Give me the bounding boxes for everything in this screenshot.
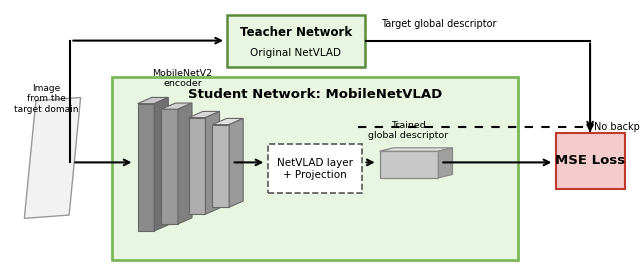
Text: Target global descriptor: Target global descriptor xyxy=(381,19,497,29)
Text: NetVLAD layer
+ Projection: NetVLAD layer + Projection xyxy=(277,158,353,179)
Polygon shape xyxy=(212,118,243,125)
Polygon shape xyxy=(138,104,154,231)
Polygon shape xyxy=(205,111,220,214)
Polygon shape xyxy=(161,109,178,224)
Polygon shape xyxy=(380,151,438,178)
Polygon shape xyxy=(229,118,243,207)
Polygon shape xyxy=(380,148,452,151)
Text: Original NetVLAD: Original NetVLAD xyxy=(250,48,342,58)
Polygon shape xyxy=(212,125,229,207)
Text: MSE Loss: MSE Loss xyxy=(555,155,625,167)
Polygon shape xyxy=(138,97,168,104)
Polygon shape xyxy=(161,103,192,109)
Polygon shape xyxy=(189,118,205,214)
Text: No backprop: No backprop xyxy=(594,122,640,132)
Polygon shape xyxy=(154,97,168,231)
Polygon shape xyxy=(189,111,220,118)
Polygon shape xyxy=(438,148,452,178)
FancyBboxPatch shape xyxy=(556,133,625,189)
Text: Student Network: MobileNetVLAD: Student Network: MobileNetVLAD xyxy=(188,88,442,101)
Polygon shape xyxy=(24,97,81,218)
FancyBboxPatch shape xyxy=(112,77,518,260)
Text: Trained
global descriptor: Trained global descriptor xyxy=(368,121,449,140)
FancyBboxPatch shape xyxy=(227,15,365,67)
Text: MobileNetV2
encoder: MobileNetV2 encoder xyxy=(152,69,212,88)
Text: Image
from the
target domain: Image from the target domain xyxy=(14,84,78,114)
Text: Teacher Network: Teacher Network xyxy=(240,26,352,39)
Polygon shape xyxy=(178,103,192,224)
FancyBboxPatch shape xyxy=(268,144,362,193)
